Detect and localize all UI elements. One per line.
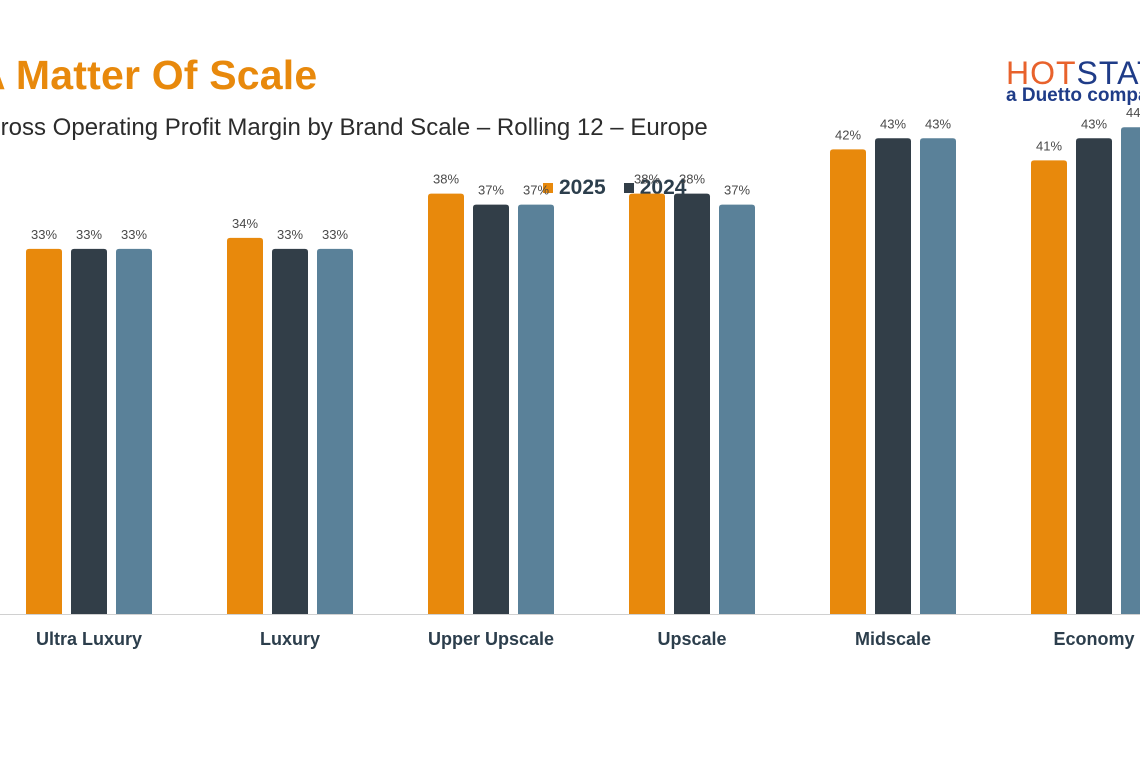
data-label: 33% xyxy=(277,227,303,242)
data-label: 34% xyxy=(232,216,258,231)
bar-2024-luxury xyxy=(272,248,308,614)
data-label: 42% xyxy=(835,127,861,142)
category-label: Economy xyxy=(1053,629,1134,649)
category-label: Upper Upscale xyxy=(428,629,554,649)
bar-2024-upscale xyxy=(674,193,710,614)
bar-2025-midscale xyxy=(830,149,866,614)
category-label: Upscale xyxy=(657,629,726,649)
data-label: 33% xyxy=(31,227,57,242)
data-label: 43% xyxy=(1081,116,1107,131)
bar-2024-upper-upscale xyxy=(473,204,509,614)
bar-2025-upper-upscale xyxy=(428,193,464,614)
bar-2024-ultra-luxury xyxy=(71,248,107,614)
data-label: 41% xyxy=(1036,138,1062,153)
legend-item-2025: 2025 xyxy=(543,176,606,200)
logo-hot-text: HOT xyxy=(1006,55,1077,91)
bar-2025-economy xyxy=(1031,160,1067,614)
data-label: 33% xyxy=(121,227,147,242)
data-label: 37% xyxy=(478,183,504,198)
legend-label-2024: 2024 xyxy=(639,176,687,199)
data-label: 38% xyxy=(433,172,459,187)
data-label: 38% xyxy=(679,172,705,187)
chart-legend: 2025 2024 xyxy=(543,176,686,200)
data-label: 33% xyxy=(76,227,102,242)
data-label: 37% xyxy=(523,183,549,198)
legend-label-2025: 2025 xyxy=(559,176,606,199)
logo-wordmark: HOTSTATS xyxy=(1006,56,1140,90)
bar-series-3-ultra-luxury xyxy=(116,248,152,614)
category-label: Luxury xyxy=(260,629,320,649)
bar-series-3-upscale xyxy=(719,204,755,614)
data-label: 38% xyxy=(634,172,660,187)
bar-2025-luxury xyxy=(227,237,263,615)
data-label: 43% xyxy=(880,116,906,131)
data-label: 43% xyxy=(925,116,951,131)
chart-title: A Matter Of Scale xyxy=(0,52,318,98)
legend-swatch-2025 xyxy=(543,183,553,193)
bar-series-3-midscale xyxy=(920,138,956,615)
data-label: 33% xyxy=(322,227,348,242)
data-label: 44% xyxy=(1126,105,1140,120)
category-label: Midscale xyxy=(855,629,931,649)
logo-tagline: a Duetto company xyxy=(1006,85,1140,106)
hotstats-logo: HOTSTATS a Duetto company xyxy=(1006,56,1140,106)
logo-stats-text: STATS xyxy=(1076,55,1140,91)
bar-series-3-luxury xyxy=(317,248,353,614)
chart-subtitle: Gross Operating Profit Margin by Brand S… xyxy=(0,114,708,141)
bar-2025-upscale xyxy=(629,193,665,614)
bar-2025-ultra-luxury xyxy=(26,248,62,614)
data-label: 37% xyxy=(724,183,750,198)
legend-item-2024: 2024 xyxy=(623,176,687,200)
legend-swatch-2024 xyxy=(623,183,634,193)
bar-series-3-upper-upscale xyxy=(518,204,554,614)
bar-series-3-economy xyxy=(1121,127,1140,614)
bar-2024-midscale xyxy=(875,138,911,615)
bar-2024-economy xyxy=(1076,138,1112,615)
category-label: Ultra Luxury xyxy=(36,629,142,649)
